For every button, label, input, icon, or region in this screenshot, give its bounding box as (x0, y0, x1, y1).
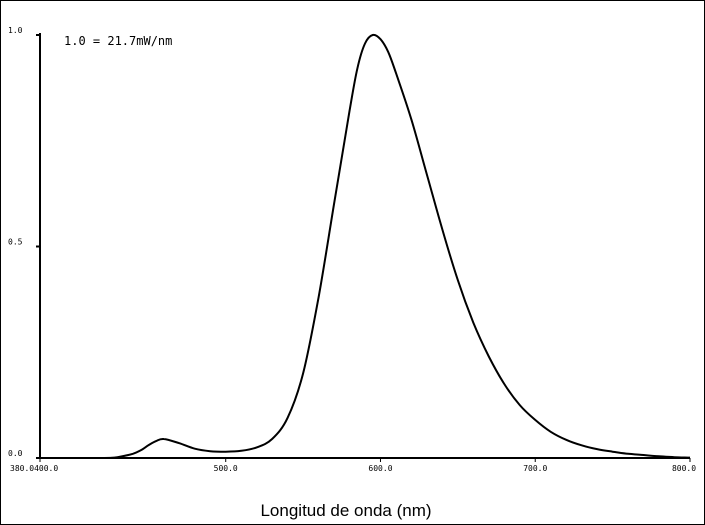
y-tick-label: 0.5 (8, 238, 23, 247)
y-tick-label: 1.0 (8, 26, 23, 35)
x-tick-label: 800.0 (672, 464, 696, 473)
y-tick-label: 0.0 (8, 449, 23, 458)
x-tick-label: 600.0 (368, 464, 392, 473)
x-axis-label: Longitud de onda (nm) (260, 501, 431, 520)
y-axis-ticks: 0.0 0.5 1.0 (8, 26, 40, 459)
x-tick-label: 700.0 (523, 464, 547, 473)
chart-series (39, 33, 691, 460)
chart-annotation: 1.0 = 21.7mW/nm (64, 34, 172, 48)
x-axis-ticks: 380.0400.0 500.0 600.0 700.0 800.0 (10, 458, 696, 473)
x-tick-label: 500.0 (214, 464, 238, 473)
x-tick-label: 380.0400.0 (10, 464, 58, 473)
chart-axes (39, 33, 690, 459)
spectrum-line (39, 33, 691, 460)
